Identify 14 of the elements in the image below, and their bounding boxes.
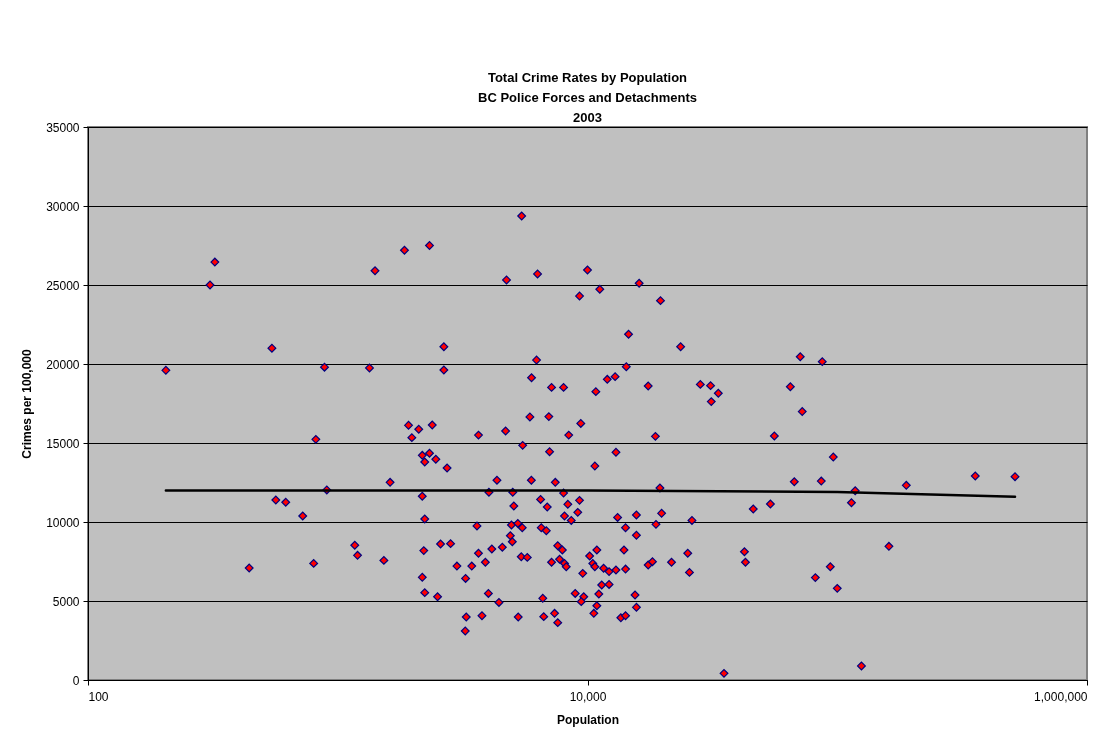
x-tick-label: 10,000 xyxy=(569,689,607,704)
y-tick-label: 0 xyxy=(72,673,80,688)
y-tick-label: 30000 xyxy=(46,199,80,214)
y-tick-label: 5000 xyxy=(52,594,80,609)
x-tick-label: 1,000,000 xyxy=(1034,689,1088,704)
y-axis-title: Crimes per 100,000 xyxy=(20,348,35,459)
x-axis-title: Population xyxy=(557,712,619,727)
y-tick-label: 20000 xyxy=(46,357,80,372)
y-tick-label: 10000 xyxy=(46,515,80,530)
x-tick-label: 100 xyxy=(88,689,109,704)
y-tick-label: 15000 xyxy=(46,436,80,451)
y-tick-label: 25000 xyxy=(46,278,80,293)
y-tick-label: 35000 xyxy=(46,120,80,135)
chart-title: Total Crime Rates by Population BC Police Forces and Detachments 2003 xyxy=(478,70,697,125)
